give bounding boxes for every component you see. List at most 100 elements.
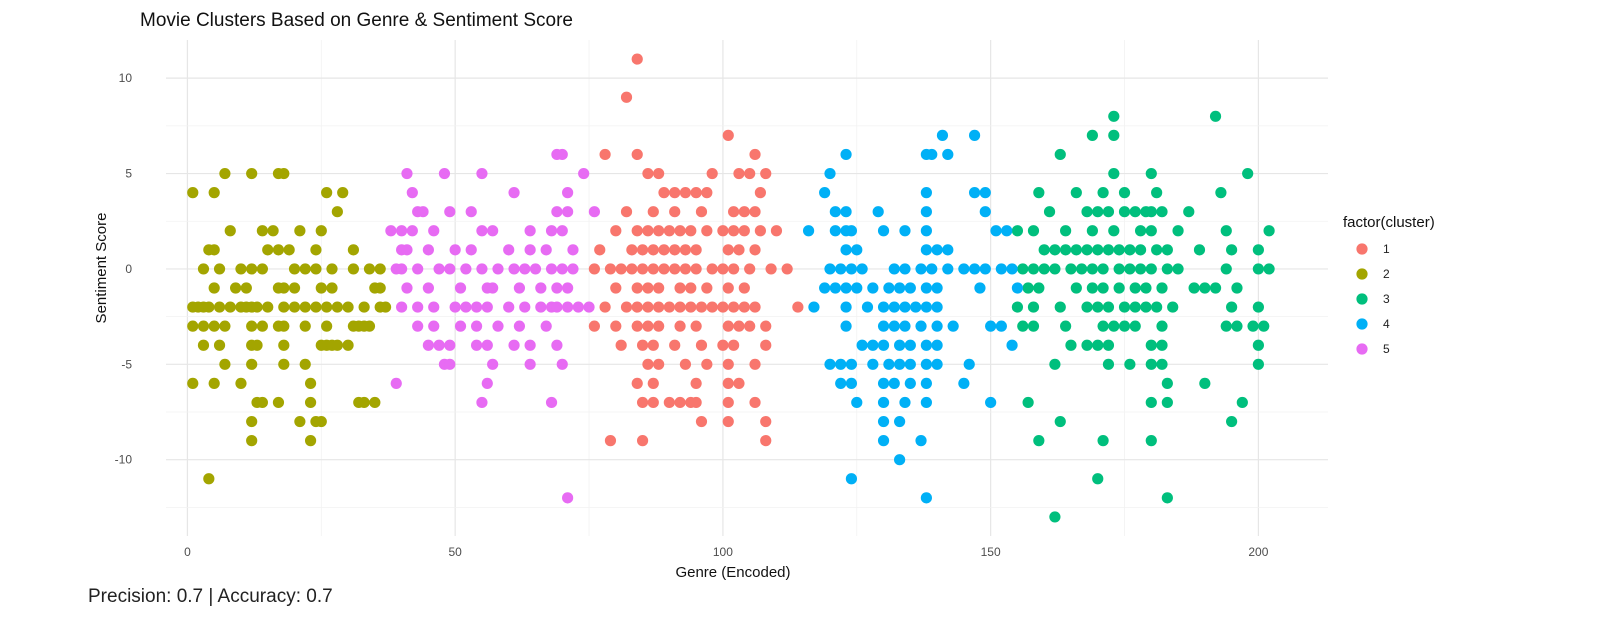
- point-cluster-5-29: [465, 244, 477, 256]
- point-cluster-1-118: [733, 377, 745, 389]
- point-cluster-3-103: [1258, 320, 1270, 332]
- point-cluster-4-12: [840, 206, 852, 218]
- point-cluster-2-7: [278, 167, 290, 180]
- point-cluster-1-22: [738, 206, 750, 218]
- point-cluster-3-8: [1033, 187, 1045, 199]
- point-cluster-3-13: [1215, 187, 1227, 199]
- point-cluster-1-73: [738, 282, 750, 294]
- point-cluster-5-16: [385, 225, 397, 237]
- point-cluster-3-49: [1017, 263, 1029, 275]
- point-cluster-5-65: [519, 301, 531, 313]
- point-cluster-2-72: [299, 320, 311, 332]
- point-cluster-5-48: [401, 282, 413, 294]
- point-cluster-4-87: [894, 358, 906, 370]
- point-cluster-5-83: [481, 339, 493, 351]
- point-cluster-3-56: [1097, 263, 1109, 275]
- point-cluster-1-40: [636, 244, 649, 256]
- point-cluster-5-23: [545, 225, 558, 237]
- point-cluster-4-35: [899, 263, 911, 275]
- point-cluster-4-60: [888, 301, 900, 313]
- point-cluster-4-46: [840, 282, 852, 294]
- point-cluster-2-66: [208, 320, 220, 332]
- legend-label-2: 2: [1383, 267, 1390, 281]
- point-cluster-4-85: [867, 358, 879, 370]
- point-cluster-1-8: [706, 167, 718, 180]
- point-cluster-4-61: [899, 301, 911, 313]
- point-cluster-4-15: [979, 206, 991, 218]
- point-cluster-1-45: [690, 244, 702, 256]
- point-cluster-4-17: [829, 225, 841, 237]
- point-cluster-5-22: [524, 225, 536, 237]
- point-cluster-3-71: [1113, 282, 1125, 294]
- point-cluster-5-37: [433, 263, 445, 275]
- point-cluster-4-79: [920, 339, 932, 351]
- point-cluster-4-52: [920, 282, 932, 294]
- point-cluster-3-1: [1209, 110, 1222, 122]
- point-cluster-2-1: [208, 187, 220, 199]
- point-cluster-1-44: [679, 244, 692, 256]
- point-cluster-1-18: [647, 206, 659, 218]
- legend-title: factor(cluster): [1343, 214, 1435, 231]
- point-cluster-3-130: [1049, 511, 1061, 523]
- point-cluster-3-26: [1060, 225, 1072, 237]
- point-cluster-1-84: [717, 301, 729, 313]
- point-cluster-1-60: [717, 263, 729, 275]
- point-cluster-1-81: [685, 301, 697, 313]
- point-cluster-3-51: [1038, 263, 1050, 275]
- point-cluster-3-59: [1134, 263, 1147, 275]
- point-cluster-1-46: [722, 244, 734, 256]
- point-cluster-5-43: [519, 263, 531, 275]
- point-cluster-4-81: [1006, 339, 1018, 351]
- point-cluster-3-45: [1161, 244, 1173, 256]
- point-cluster-5-42: [508, 263, 520, 275]
- point-cluster-3-80: [1027, 301, 1040, 313]
- point-cluster-3-40: [1102, 244, 1115, 256]
- point-cluster-1-79: [663, 301, 675, 313]
- x-tick-label-0: 0: [184, 545, 191, 559]
- point-cluster-2-42: [374, 282, 386, 294]
- point-cluster-2-53: [262, 301, 274, 313]
- point-cluster-2-56: [299, 301, 311, 313]
- point-cluster-2-31: [363, 263, 376, 275]
- point-cluster-5-59: [428, 301, 440, 313]
- point-cluster-4-14: [920, 206, 932, 218]
- point-cluster-2-99: [304, 396, 317, 409]
- point-cluster-2-79: [213, 339, 226, 351]
- point-cluster-4-56: [808, 301, 820, 313]
- point-cluster-5-27: [422, 244, 434, 256]
- point-cluster-3-127: [1145, 435, 1157, 447]
- point-cluster-3-50: [1027, 263, 1040, 275]
- point-cluster-5-77: [513, 320, 526, 332]
- y-axis-ticks: -10 -5 0 5 10: [115, 71, 133, 467]
- point-cluster-1-55: [658, 263, 670, 275]
- point-cluster-2-17: [272, 244, 285, 256]
- point-cluster-3-112: [1102, 358, 1115, 370]
- point-cluster-5-76: [492, 320, 504, 332]
- point-cluster-4-72: [985, 320, 997, 332]
- point-cluster-4-67: [888, 320, 900, 332]
- point-cluster-2-18: [283, 244, 295, 256]
- legend-label-3: 3: [1383, 292, 1390, 306]
- point-cluster-2-33: [208, 282, 220, 294]
- point-cluster-3-5: [1108, 167, 1120, 180]
- point-cluster-1-99: [760, 320, 772, 332]
- point-cluster-4-50: [894, 282, 906, 294]
- point-cluster-4-88: [904, 358, 916, 370]
- point-cluster-3-97: [1118, 320, 1131, 332]
- point-cluster-5-18: [406, 225, 418, 237]
- point-cluster-2-95: [304, 377, 317, 389]
- point-cluster-1-115: [647, 377, 659, 389]
- point-cluster-3-105: [1081, 339, 1093, 351]
- point-cluster-3-31: [1172, 225, 1184, 237]
- legend-key-2: [1356, 268, 1368, 280]
- point-cluster-5-64: [503, 301, 515, 313]
- point-cluster-3-108: [1145, 339, 1157, 351]
- point-cluster-5-20: [476, 225, 488, 237]
- point-cluster-4-109: [845, 473, 858, 485]
- point-cluster-1-129: [760, 415, 772, 428]
- point-cluster-2-26: [288, 263, 301, 275]
- point-cluster-4-13: [872, 206, 884, 218]
- point-cluster-2-71: [278, 320, 290, 332]
- point-cluster-1-33: [717, 225, 729, 237]
- point-cluster-3-100: [1220, 320, 1232, 332]
